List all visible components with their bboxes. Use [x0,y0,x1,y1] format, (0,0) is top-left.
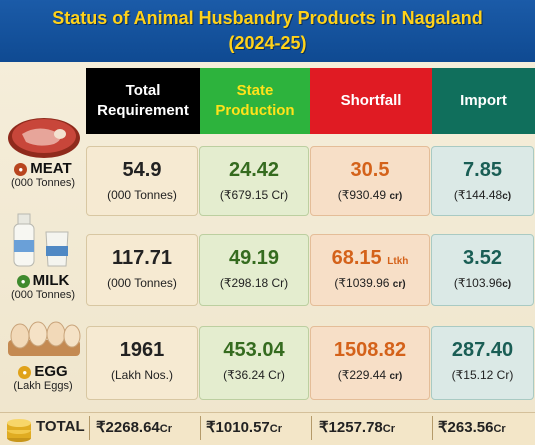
header-import: Import [432,68,535,134]
cell-egg-import: 287.40 (₹15.12 Cr) [431,326,534,400]
value: 117.71 [111,247,173,269]
value: ₹263.56 [438,419,494,436]
value: 1508.82 [333,339,407,361]
value: ₹2268.64 [96,419,160,436]
cell-egg-shortfall: 1508.82 (₹229.44 cr) [310,326,430,400]
cell-meat-state: 24.42 (₹679.15 Cr) [199,146,309,216]
cell-milk-state: 49.19 (₹298.18 Cr) [199,234,309,306]
row-name-meat: MEAT [30,160,72,177]
value-suffix: Cr [382,423,395,435]
row-label-milk: ● MILK (000 Tonnes) [2,272,84,301]
header-import-label: Import [460,92,507,109]
value-sub: (₹229.44 [337,368,387,382]
value-sub: (₹298.18 Cr) [219,276,289,290]
value: 1961 [119,339,165,361]
title-banner [0,0,535,62]
value: 68.15 [331,247,382,269]
total-requirement-value: ₹2268.64Cr [96,418,172,436]
total-shortfall-value: ₹1257.78Cr [319,418,395,436]
value-sub: (₹679.15 Cr) [219,188,289,202]
cell-meat-import: 7.85 (₹144.48c) [431,146,534,216]
value-sub: (₹36.24 Cr) [223,368,285,382]
cell-milk-import: 3.52 (₹103.96c) [431,234,534,306]
value: 54.9 [122,159,162,181]
value-sub: (000 Tonnes) [107,276,177,290]
header-total-line2: Requirement [97,102,189,119]
cell-egg-state: 453.04 (₹36.24 Cr) [199,326,309,400]
cell-milk-total: 117.71 (000 Tonnes) [86,234,198,306]
meat-badge-icon: ● [14,162,28,176]
value-suffix: Cr [269,423,282,435]
value: 3.52 [463,247,502,269]
value: ₹1257.78 [319,419,383,436]
value: 453.04 [223,339,285,361]
header-total-requirement: Total Requirement [86,68,200,134]
value-sub-suffix: cr) [389,191,403,202]
milk-badge-icon: ● [16,274,30,288]
page-title: Status of Animal Husbandry Products in N… [52,8,483,28]
divider [89,416,90,440]
header-shortfall-label: Shortfall [340,92,402,109]
meat-icon [8,118,80,158]
value: 287.40 [451,339,514,361]
value-sub-suffix: cr) [392,279,406,290]
value-suffix: Cr [159,423,172,435]
value: 49.19 [228,247,280,269]
value: 30.5 [350,159,390,181]
value: 7.85 [463,159,502,181]
header-total-line1: Total [125,82,161,99]
value-sub: (₹930.49 [337,188,387,202]
value-sub-suffix: c) [502,279,512,290]
value-sub-suffix: cr) [389,371,403,382]
cell-milk-shortfall: 68.15 Ltkh (₹1039.96 cr) [310,234,430,306]
value-sub: (Lakh Nos.) [110,368,174,382]
row-name-milk: MILK [32,272,70,289]
cell-meat-shortfall: 30.5 (₹930.49 cr) [310,146,430,216]
total-state-value: ₹1010.57Cr [206,418,282,436]
value-sub-suffix: c) [502,191,512,202]
page-subtitle-year: (2024-25) [228,33,307,53]
value: 24.42 [228,159,280,181]
cell-egg-total: 1961 (Lakh Nos.) [86,326,198,400]
total-import-value: ₹263.56Cr [438,418,506,436]
coin-stack-icon [7,419,31,442]
milk-bottle-icon [13,213,69,267]
total-label: TOTAL [36,418,85,435]
row-unit-egg: (Lakh Eggs) [13,380,73,392]
value-suffix: Ltkh [387,256,409,267]
value-sub: (000 Tonnes) [107,188,177,202]
value-suffix: Cr [493,423,506,435]
row-label-egg: ● EGG (Lakh Eggs) [2,363,84,392]
egg-badge-icon: ● [18,365,32,379]
header-state-line1: State [236,82,274,99]
value-sub: (₹15.12 Cr) [451,368,514,382]
row-name-egg: EGG [34,363,68,380]
divider [200,416,201,440]
header-state-production: State Production [200,68,310,134]
cell-meat-total: 54.9 (000 Tonnes) [86,146,198,216]
header-shortfall: Shortfall [310,68,432,134]
divider [311,416,312,440]
egg-icon [8,321,81,356]
value: ₹1010.57 [206,419,270,436]
header-state-line2: Production [215,102,295,119]
divider [432,416,433,440]
row-label-meat: ● MEAT (000 Tonnes) [2,160,84,189]
value-sub: (₹103.96 [453,276,503,290]
value-sub: (₹144.48 [453,188,503,202]
row-unit-meat: (000 Tonnes) [10,177,75,189]
row-unit-milk: (000 Tonnes) [10,289,75,301]
value-sub: (₹1039.96 [334,276,390,290]
